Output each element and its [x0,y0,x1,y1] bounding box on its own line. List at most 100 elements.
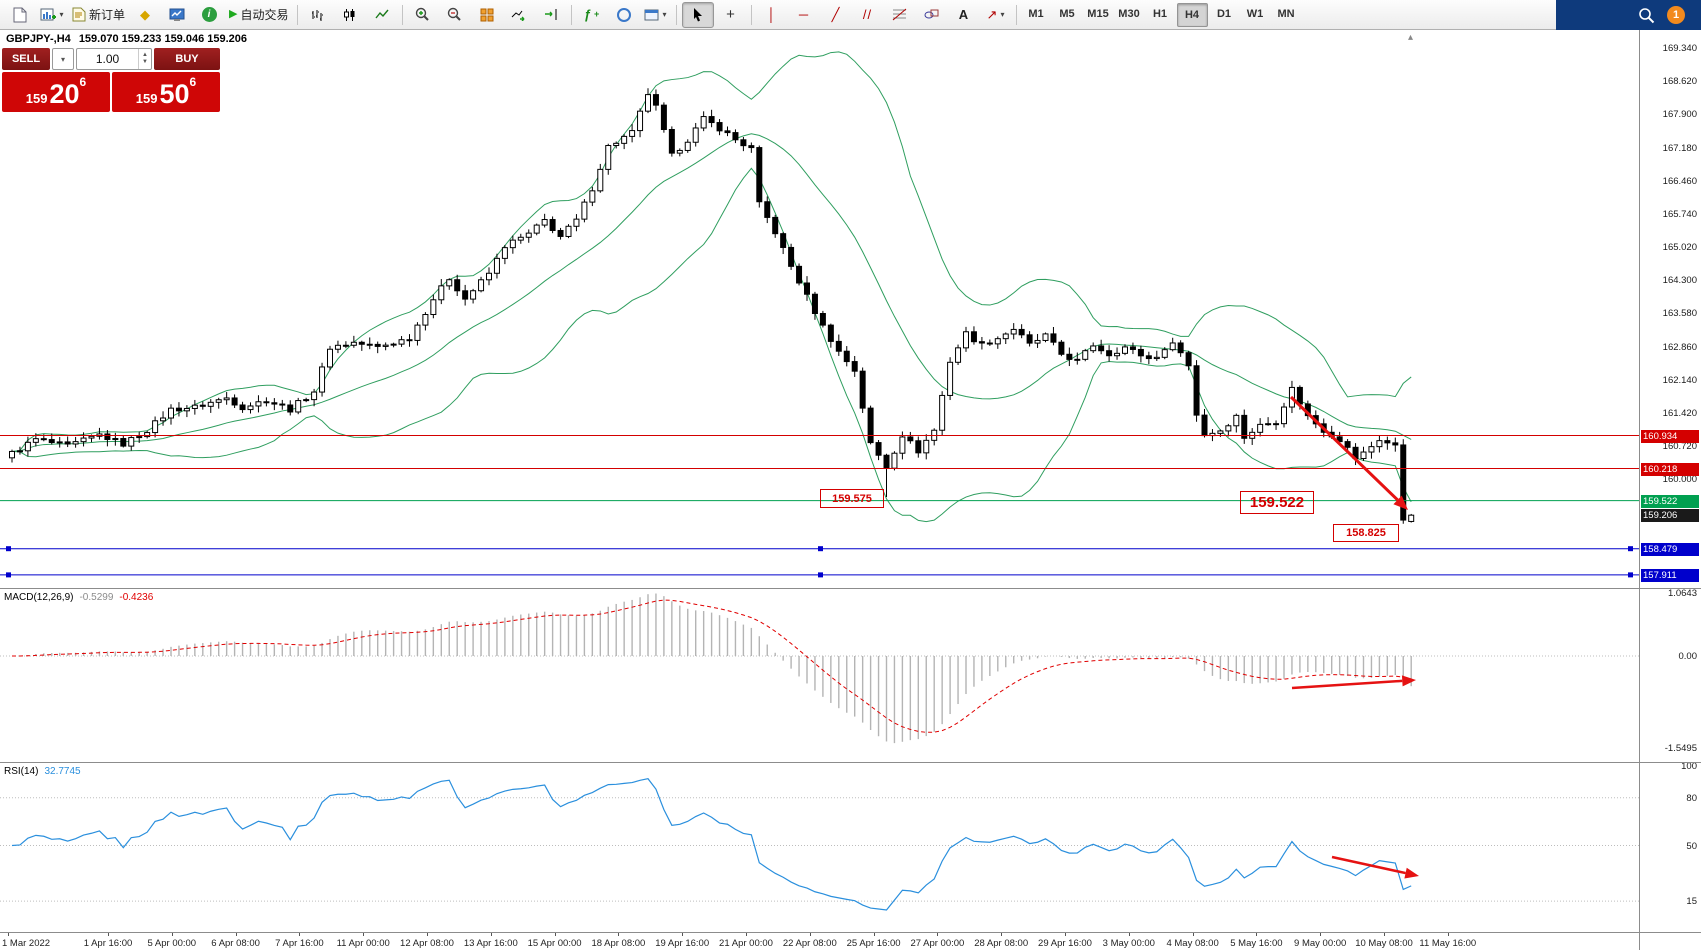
horizontal-line-button[interactable]: ─ [789,3,819,27]
timeframe-m30[interactable]: M30 [1118,7,1140,20]
market-watch-button[interactable] [162,3,192,27]
macd-title: MACD(12,26,9) [4,592,74,603]
macd-panel[interactable] [0,590,1639,762]
time-axis-tick [937,933,939,936]
zoom-out-button[interactable] [440,3,470,27]
price-axis-marker: 159.206 [1641,509,1699,523]
dropdown-icon: ▾ [59,10,64,19]
chart-shift-button[interactable] [536,3,566,27]
cursor-button[interactable] [681,1,714,28]
price-axis[interactable]: 169.340 168.620 167.900 167.180 166.460 165.7… [1639,30,1701,950]
timeframe-d1[interactable]: D1 [1216,7,1232,20]
channel-icon: // [862,7,873,22]
rsi-axis-label: 15 [1686,896,1697,908]
line-chart-button[interactable] [367,3,397,27]
line-handle[interactable] [1628,546,1633,552]
channel-button[interactable]: // [853,3,883,27]
compass-icon: ◆ [140,7,151,22]
rsi-label: RSI(14) 32.7745 [4,766,81,777]
panel-separator[interactable] [0,762,1701,763]
zoom-in-button[interactable] [408,3,438,27]
trend-arrow[interactable] [1291,679,1403,690]
chart-shift-icon [545,9,557,20]
line-handle[interactable] [6,572,11,578]
volume-value: 1.00 [95,52,120,66]
new-chart-button[interactable]: ▾ [37,3,67,27]
shapes-button[interactable] [917,3,947,27]
tile-windows-button[interactable] [472,3,502,27]
buy-price-prefix: 159 [135,90,158,106]
candlestick-icon [343,8,354,21]
notification-badge[interactable]: 1 [1667,6,1685,24]
timeframe-m15[interactable]: M15 [1087,7,1109,20]
templates-button[interactable]: ▾ [641,3,671,27]
price-axis-label: 166.460 [1662,175,1697,187]
indicators-button[interactable]: ƒ + [577,3,607,27]
price-axis-label: 167.900 [1662,109,1697,121]
buy-button[interactable]: BUY [154,48,220,70]
line-handle[interactable] [818,572,823,578]
help-button[interactable]: i [194,3,224,27]
time-axis-label: 21 Apr 00:00 [719,938,773,949]
timeframe-m5[interactable]: M5 [1059,7,1075,20]
volume-field[interactable]: 1.00 ▲ ▼ [76,48,152,70]
price-axis-label: 161.420 [1662,407,1697,419]
price-annotation[interactable]: 159.522 [1240,491,1314,514]
trend-arrow[interactable] [1331,855,1406,875]
text-tool-button[interactable]: A [949,3,979,27]
vertical-line-button[interactable]: │ [757,3,787,27]
new-order-button[interactable]: 新订单 [69,3,128,27]
price-annotation[interactable]: 158.825 [1333,524,1399,542]
buy-price-button[interactable]: 159 50 6 [112,72,220,112]
rsi-panel[interactable] [0,764,1639,932]
macd-value: -0.5299 [79,592,114,603]
chart-header: GBPJPY-,H4 159.070 159.233 159.046 159.2… [6,33,247,45]
bar-chart-button[interactable] [303,3,333,27]
autotrading-label: 自动交易 [240,8,289,22]
chart-shift-marker[interactable]: ▴ [1408,32,1414,43]
chart-window[interactable]: GBPJPY-,H4 159.070 159.233 159.046 159.2… [0,30,1701,950]
time-axis-label: 25 Apr 16:00 [846,938,901,949]
timeframe-m1[interactable]: M1 [1028,7,1044,20]
panel-separator[interactable] [0,588,1701,589]
timeframe-mn[interactable]: MN [1277,7,1295,20]
sell-price-button[interactable]: 159 20 6 [2,72,110,112]
trend-arrow[interactable] [1289,395,1399,502]
search-icon[interactable] [1638,7,1655,24]
volume-dropdown[interactable]: ▾ [52,48,74,70]
horizontal-line-icon: ─ [798,7,809,22]
time-axis-label: 22 Apr 08:00 [782,938,837,949]
sell-button[interactable]: SELL [2,48,50,70]
trendline-button[interactable]: ╱ [821,3,851,27]
crosshair-button[interactable]: + [716,3,746,27]
autotrading-button[interactable]: ▶ 自动交易 [226,3,291,27]
line-handle[interactable] [818,546,823,552]
line-handle[interactable] [1628,572,1633,578]
candlestick-button[interactable] [335,3,365,27]
time-axis-label: 5 May 16:00 [1230,938,1283,949]
line-handle[interactable] [6,546,11,552]
vertical-line-icon: │ [767,7,776,22]
timeframe-h4[interactable]: H4 [1176,2,1208,27]
toolbar-separator [675,4,677,25]
price-chart[interactable] [0,30,1639,588]
cycles-button[interactable] [609,3,639,27]
metaeditor-button[interactable]: ◆ [130,3,160,27]
price-axis-label: 160.000 [1662,474,1697,486]
panel-separator[interactable] [0,932,1701,933]
time-axis-tick [809,933,811,936]
time-axis-tick [1320,933,1322,936]
volume-stepper[interactable]: ▲ ▼ [138,49,151,69]
timeframe-h1[interactable]: H1 [1152,7,1168,20]
time-axis[interactable]: 1 Mar 2022 1 Apr 16:00 5 Apr 00:00 6 Apr 08… [0,933,1639,950]
price-axis-label: 165.740 [1662,208,1697,220]
time-axis-tick [171,933,173,936]
toolbar-separator [750,4,752,25]
fibonacci-button[interactable] [885,3,915,27]
auto-scroll-icon [511,10,525,21]
auto-scroll-button[interactable] [504,3,534,27]
timeframe-w1[interactable]: W1 [1246,7,1264,20]
file-button[interactable] [5,3,35,27]
price-annotation[interactable]: 159.575 [820,489,884,508]
arrows-tool-button[interactable]: ↗ ▾ [981,3,1011,27]
